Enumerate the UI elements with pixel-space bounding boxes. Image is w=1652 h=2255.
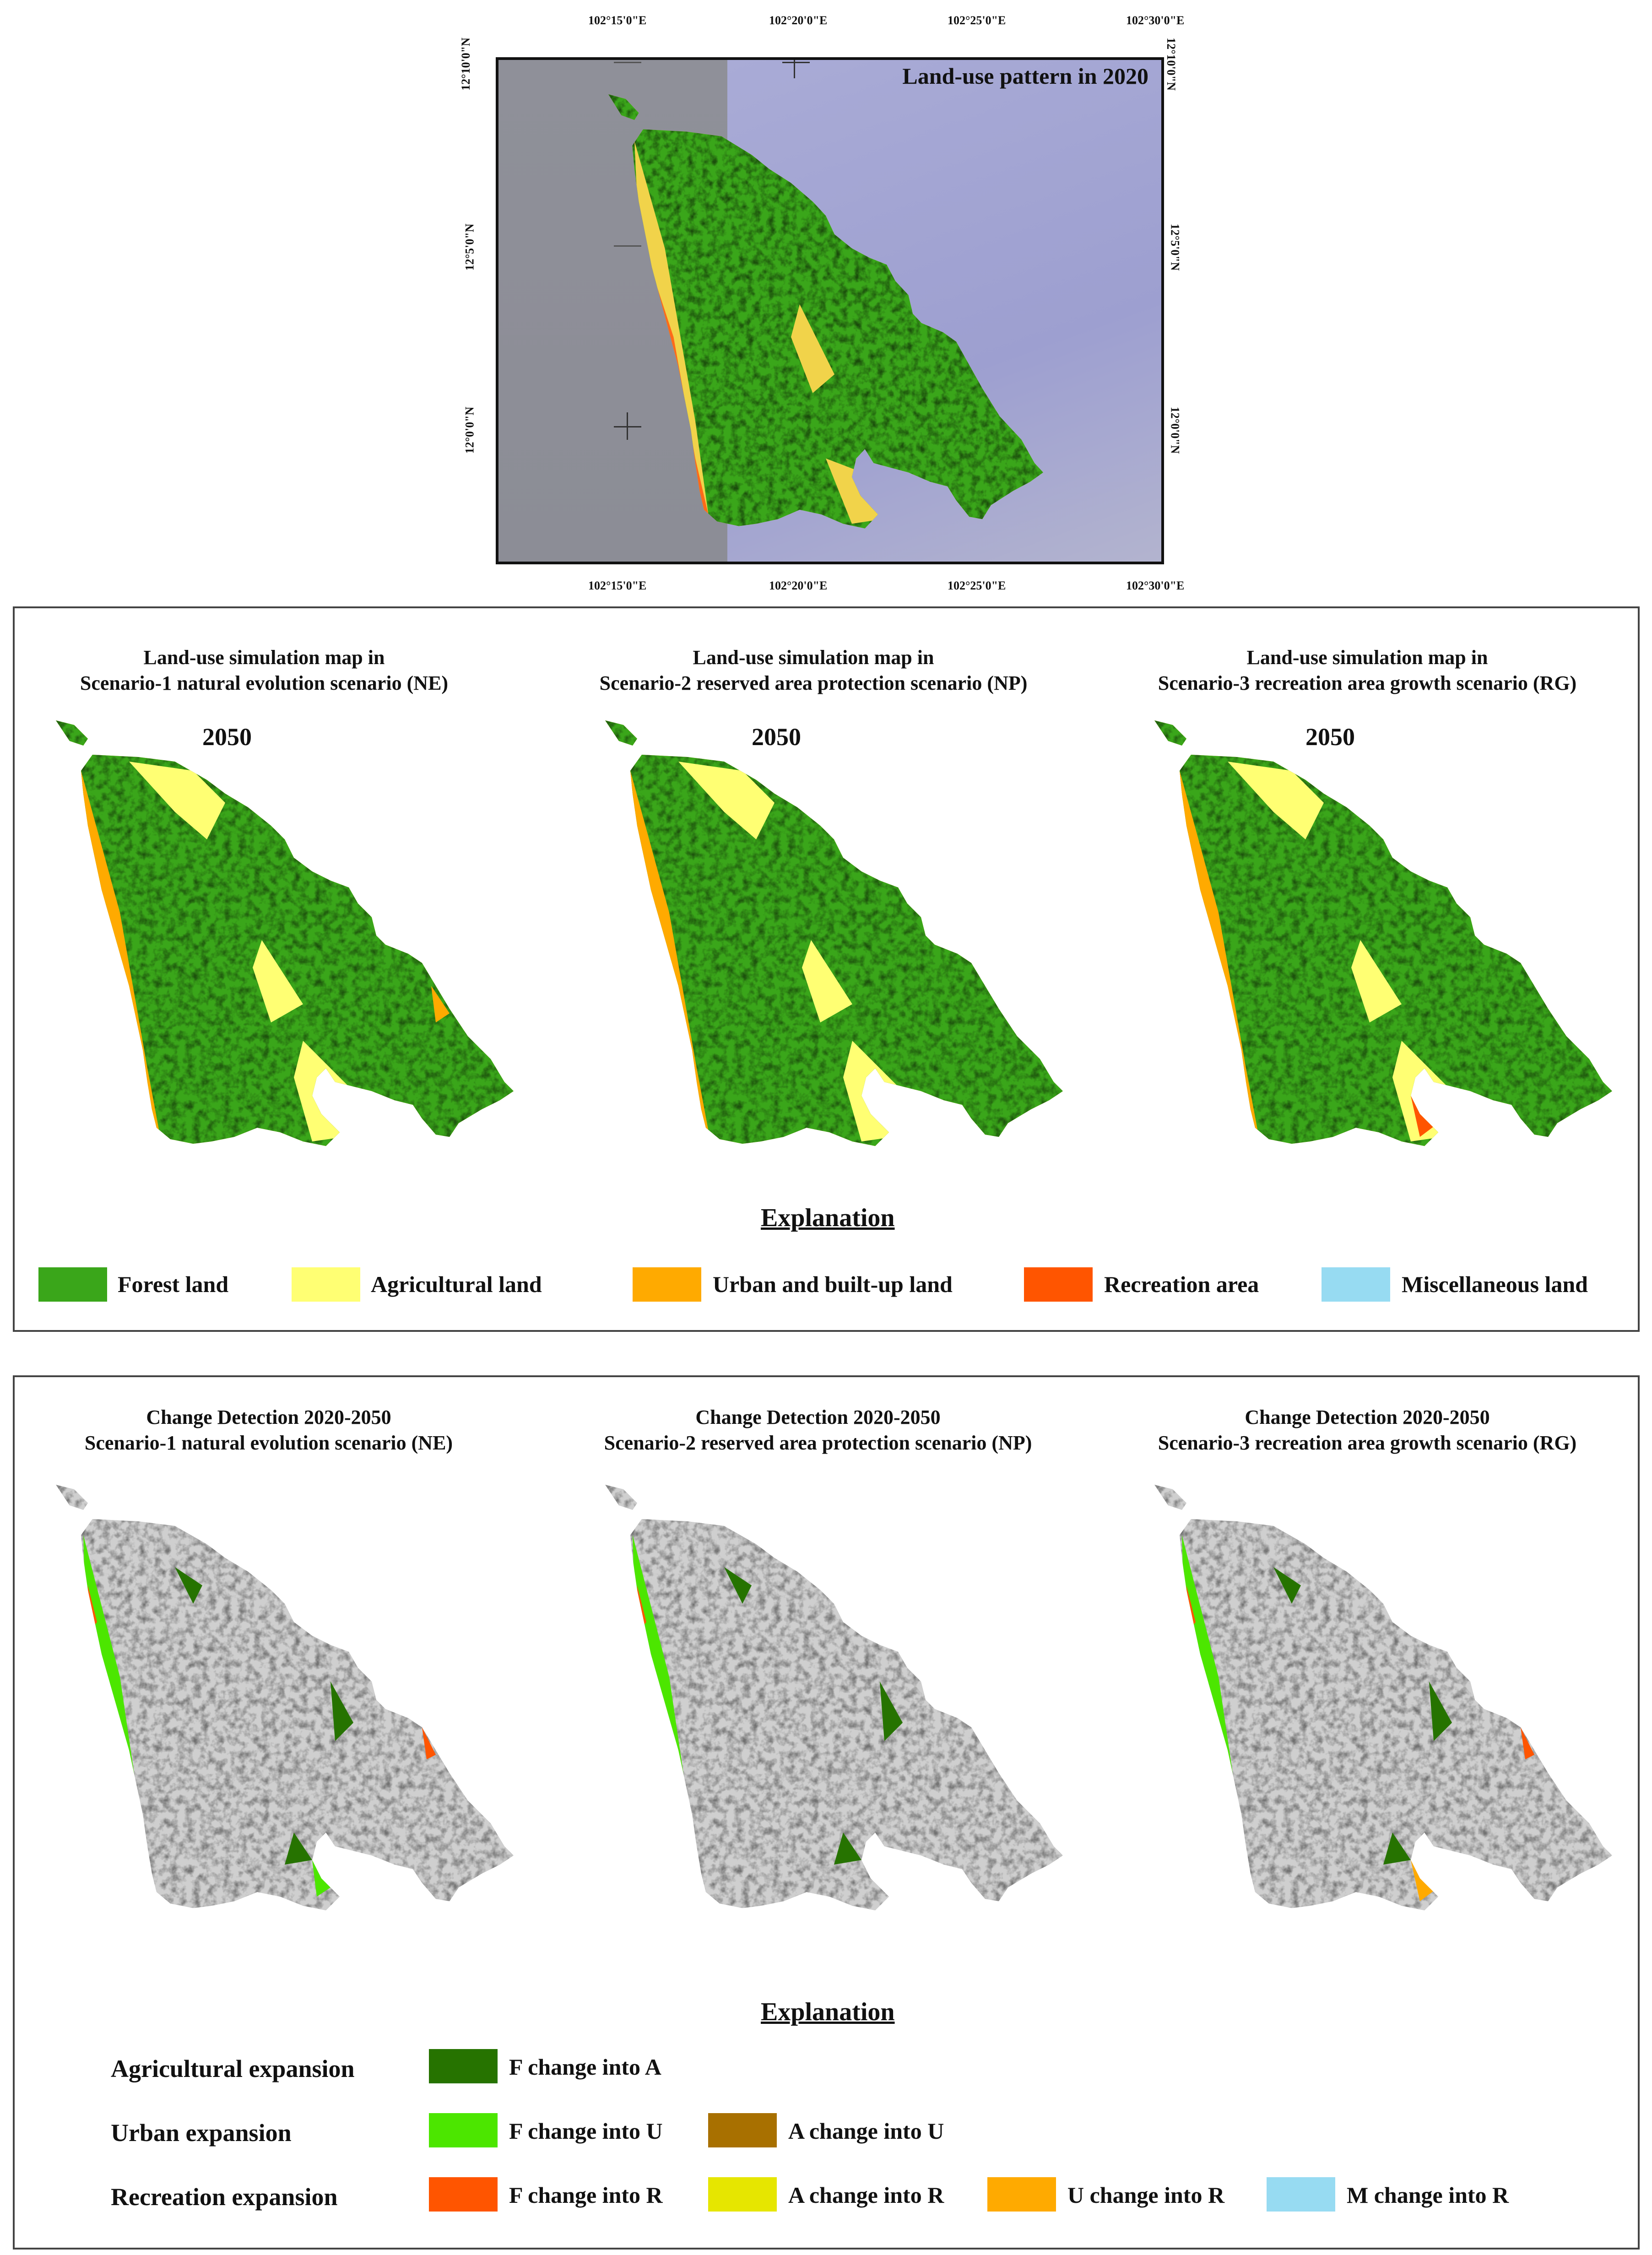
change-title-2: Change Detection 2020-2050 Scenario-2 re…: [604, 1406, 1032, 1454]
lat-tick-right-2: 12°5'0"N: [1168, 223, 1182, 271]
lat-tick-right-3: 12°0'0"N: [1168, 406, 1182, 454]
legend-label-agri: Agricultural land: [371, 1271, 542, 1297]
label-f-to-a: F change into A: [509, 2054, 661, 2080]
label-a-to-u: A change into U: [788, 2118, 944, 2144]
graticule-cross: [794, 60, 795, 78]
change-map-np: [605, 1485, 1063, 1910]
group-recreation: Recreation expansion: [111, 2183, 338, 2211]
group-urban: Urban expansion: [111, 2119, 292, 2147]
legend-swatch-misc: [1322, 1267, 1390, 1302]
legend-label-forest: Forest land: [118, 1271, 229, 1297]
sim-map-ne: [56, 720, 514, 1146]
label-f-to-r: F change into R: [509, 2182, 663, 2208]
simulation-panel: Land-use simulation map in Scenario-1 na…: [13, 606, 1640, 1332]
swatch-m-to-r: [1267, 2177, 1335, 2212]
sim-year-1: 2050: [202, 723, 252, 751]
legend-swatch-forest: [38, 1267, 107, 1302]
legend-label-recreation: Recreation area: [1104, 1271, 1259, 1297]
sim-legend-title: Explanation: [761, 1204, 895, 1232]
group-agricultural: Agricultural expansion: [111, 2055, 355, 2082]
legend-label-urban: Urban and built-up land: [713, 1271, 953, 1297]
sim-map-rg: [1154, 720, 1612, 1146]
label-f-to-u: F change into U: [509, 2118, 663, 2144]
lon-tick-bottom-4: 102°30'0"E: [1126, 579, 1185, 592]
change-title-3: Change Detection 2020-2050 Scenario-3 re…: [1158, 1406, 1577, 1454]
legend-label-misc: Miscellaneous land: [1402, 1271, 1588, 1297]
legend-swatch-urban: [633, 1267, 701, 1302]
lat-tick-right-1: 12°10'0"N: [1164, 38, 1178, 91]
swatch-u-to-r: [987, 2177, 1056, 2212]
swatch-f-to-r: [429, 2177, 498, 2212]
sim-title-3: Land-use simulation map in Scenario-3 re…: [1158, 646, 1577, 694]
lon-tick-bottom-3: 102°25'0"E: [948, 579, 1006, 592]
graticule-cross: [614, 245, 641, 247]
lon-tick-bottom-2: 102°20'0"E: [769, 579, 828, 592]
sim-year-3: 2050: [1305, 723, 1355, 751]
lat-tick-left-3: 12°0'0"N: [463, 406, 477, 454]
lon-tick-bottom-1: 102°15'0"E: [588, 579, 647, 592]
lon-tick-top-2: 102°20'0"E: [769, 14, 828, 27]
change-map-rg: [1154, 1485, 1612, 1910]
lon-tick-top-3: 102°25'0"E: [948, 14, 1006, 27]
sim-title-1: Land-use simulation map in Scenario-1 na…: [80, 646, 449, 694]
swatch-f-to-u: [429, 2113, 498, 2147]
lon-tick-top-4: 102°30'0"E: [1126, 14, 1185, 27]
graticule-cross: [782, 62, 810, 63]
sim-year-2: 2050: [752, 723, 801, 751]
lat-tick-left-1: 12°10'0"N: [459, 38, 472, 91]
top-map: Land-use pattern in 2020: [496, 57, 1164, 564]
island-2020: [608, 94, 1044, 529]
graticule-cross: [627, 412, 628, 440]
change-map-ne: [56, 1485, 514, 1910]
graticule-cross: [614, 62, 641, 63]
sim-map-np: [605, 720, 1063, 1146]
change-title-1: Change Detection 2020-2050 Scenario-1 na…: [84, 1406, 453, 1454]
map-title: Land-use pattern in 2020: [902, 63, 1148, 89]
lon-tick-top-1: 102°15'0"E: [588, 14, 647, 27]
change-panel: Change Detection 2020-2050 Scenario-1 na…: [13, 1375, 1640, 2250]
sim-title-2: Land-use simulation map in Scenario-2 re…: [599, 646, 1028, 694]
lat-tick-left-2: 12°5'0"N: [463, 223, 477, 271]
swatch-a-to-r: [708, 2177, 777, 2212]
label-a-to-r: A change into R: [788, 2182, 944, 2208]
label-u-to-r: U change into R: [1067, 2182, 1225, 2208]
label-m-to-r: M change into R: [1347, 2182, 1509, 2208]
swatch-f-to-a: [429, 2049, 498, 2083]
swatch-a-to-u: [708, 2113, 777, 2147]
legend-swatch-agri: [292, 1267, 360, 1302]
change-legend-title: Explanation: [761, 1998, 895, 2026]
legend-swatch-recreation: [1024, 1267, 1093, 1302]
